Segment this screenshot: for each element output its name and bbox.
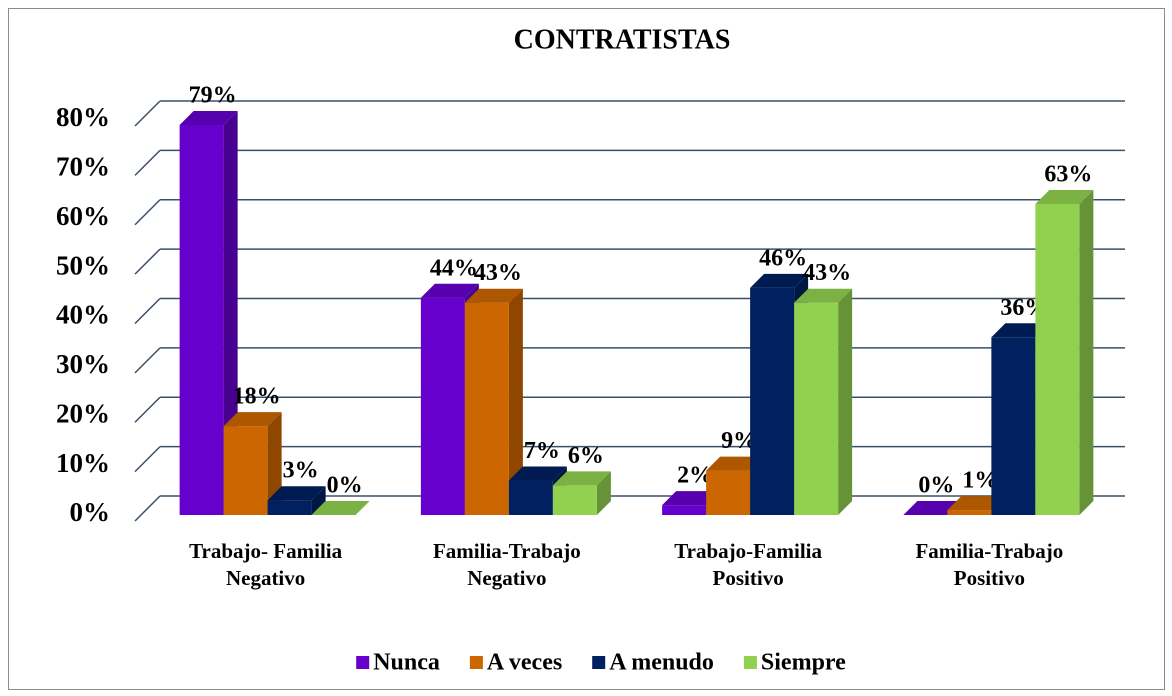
bar-top	[179, 110, 238, 125]
grid-line	[134, 297, 1125, 325]
data-label: 63%	[1044, 161, 1092, 187]
legend-label: A veces	[487, 650, 562, 676]
data-label: 46%	[759, 245, 807, 271]
grid-line-side	[134, 149, 161, 176]
bar-top	[750, 273, 809, 288]
legend-label: Nunca	[373, 650, 440, 676]
grid-line-side	[134, 396, 161, 423]
grid-line-side	[134, 100, 161, 127]
chart-title: CONTRATISTAS	[514, 24, 731, 55]
bar-front	[794, 302, 839, 515]
bar-top	[464, 288, 523, 303]
grid-line-side	[134, 446, 161, 473]
data-label: 3%	[283, 458, 319, 484]
y-tick-label: 10%	[56, 448, 110, 478]
data-label: 6%	[568, 443, 604, 469]
bar-top	[508, 466, 567, 481]
bar	[223, 412, 282, 515]
data-label: 43%	[474, 260, 522, 286]
grid-line-side	[134, 199, 161, 226]
bar	[179, 110, 238, 515]
y-tick-label: 80%	[56, 102, 110, 132]
grid-line	[134, 100, 1125, 127]
y-tick-label: 20%	[56, 398, 110, 428]
x-tick-label: Familia-Trabajo Positivo	[915, 539, 1064, 590]
legend-swatch	[356, 656, 370, 669]
bar	[552, 471, 611, 515]
bar-side	[1079, 189, 1094, 515]
bar-top	[991, 323, 1050, 338]
bar-top	[662, 491, 721, 506]
x-tick-label: Trabajo-Familia Positivo	[674, 539, 822, 590]
data-label: 7%	[524, 438, 560, 464]
data-label: 79%	[189, 82, 237, 108]
bar-front	[947, 510, 992, 515]
grid-line	[134, 347, 1125, 374]
grid-line	[134, 199, 1125, 226]
grid-line-side	[134, 297, 161, 325]
grid-line	[134, 248, 1125, 275]
bar	[267, 486, 326, 515]
y-tick-label: 0%	[70, 497, 111, 527]
bar-top	[706, 456, 765, 471]
x-tick-label: Familia-Trabajo Negativo	[432, 539, 581, 590]
bar-side	[596, 471, 611, 515]
y-tick-label: 60%	[56, 201, 110, 231]
bar	[464, 288, 523, 515]
bar	[1035, 189, 1094, 515]
bar-top	[267, 486, 326, 501]
bar-front	[706, 470, 751, 515]
bar-top	[947, 496, 1006, 511]
y-tick-label: 40%	[56, 300, 110, 330]
y-tick-label: 70%	[56, 152, 110, 182]
bar-front	[267, 500, 312, 515]
y-tick-label: 30%	[56, 349, 110, 379]
legend-swatch	[469, 656, 483, 669]
bar-side	[223, 110, 238, 515]
bar-front	[1035, 203, 1080, 515]
grid-line-side	[134, 347, 161, 374]
bar	[903, 501, 962, 515]
grid-line	[134, 396, 1125, 423]
bar	[311, 501, 370, 515]
legend-swatch	[743, 656, 757, 669]
bar-front	[179, 124, 224, 515]
bar-front	[508, 480, 553, 515]
bar-front	[552, 485, 597, 515]
bar-top	[552, 471, 611, 486]
bar-side	[508, 288, 523, 515]
legend-label: Siempre	[761, 650, 846, 676]
y-tick-label: 50%	[56, 250, 110, 280]
bar-side	[838, 288, 853, 515]
bar-side	[311, 486, 326, 515]
bar-top	[794, 288, 853, 303]
grid-line	[134, 445, 1125, 473]
bar	[794, 288, 853, 515]
bar-front	[750, 287, 795, 515]
data-label: 0%	[327, 473, 363, 499]
bar-side	[267, 412, 282, 515]
grid-line	[134, 149, 1125, 176]
grid-line-side	[134, 248, 161, 275]
data-label: 43%	[803, 260, 851, 286]
bar-top	[903, 501, 962, 515]
data-label: 44%	[430, 255, 478, 281]
grid-line-side	[134, 495, 161, 522]
bar-front	[991, 337, 1036, 515]
bar-front	[464, 302, 509, 515]
legend-label: A menudo	[609, 650, 714, 676]
bar-top	[311, 501, 370, 515]
data-label: 18%	[233, 384, 281, 410]
bar-top	[223, 412, 282, 427]
bar-front	[223, 426, 268, 515]
x-tick-label: Trabajo- Familia Negativo	[189, 539, 343, 590]
bar-top	[1035, 189, 1094, 204]
bar-front	[662, 505, 707, 515]
data-label: 0%	[918, 473, 954, 499]
legend-swatch	[592, 656, 606, 669]
bar-top	[420, 283, 479, 298]
bar-front	[420, 297, 465, 515]
